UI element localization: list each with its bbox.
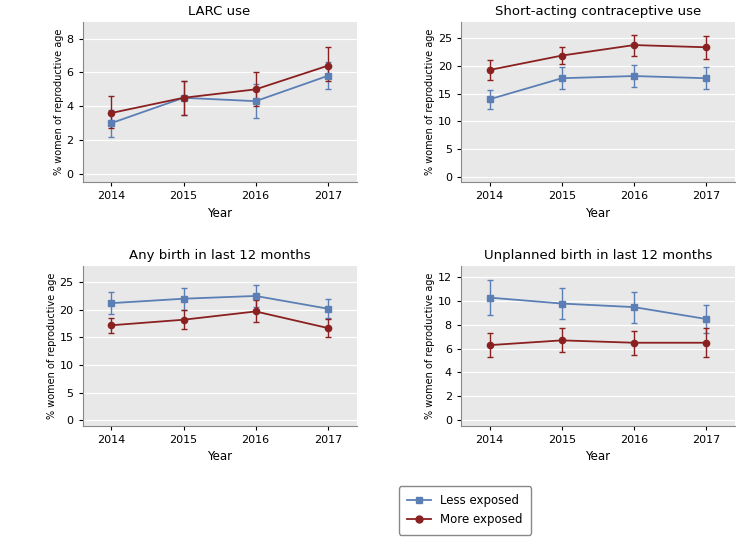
X-axis label: Year: Year	[585, 207, 610, 219]
Y-axis label: % women of reproductive age: % women of reproductive age	[53, 29, 64, 175]
Title: Unplanned birth in last 12 months: Unplanned birth in last 12 months	[484, 248, 712, 262]
Legend: Less exposed, More exposed: Less exposed, More exposed	[399, 486, 531, 535]
X-axis label: Year: Year	[207, 450, 232, 464]
Y-axis label: % women of reproductive age: % women of reproductive age	[425, 29, 435, 175]
Title: Short-acting contraceptive use: Short-acting contraceptive use	[495, 5, 701, 18]
Y-axis label: % women of reproductive age: % women of reproductive age	[46, 272, 56, 419]
X-axis label: Year: Year	[207, 207, 232, 219]
Y-axis label: % women of reproductive age: % women of reproductive age	[425, 272, 435, 419]
Title: Any birth in last 12 months: Any birth in last 12 months	[129, 248, 310, 262]
Title: LARC use: LARC use	[188, 5, 250, 18]
X-axis label: Year: Year	[585, 450, 610, 464]
